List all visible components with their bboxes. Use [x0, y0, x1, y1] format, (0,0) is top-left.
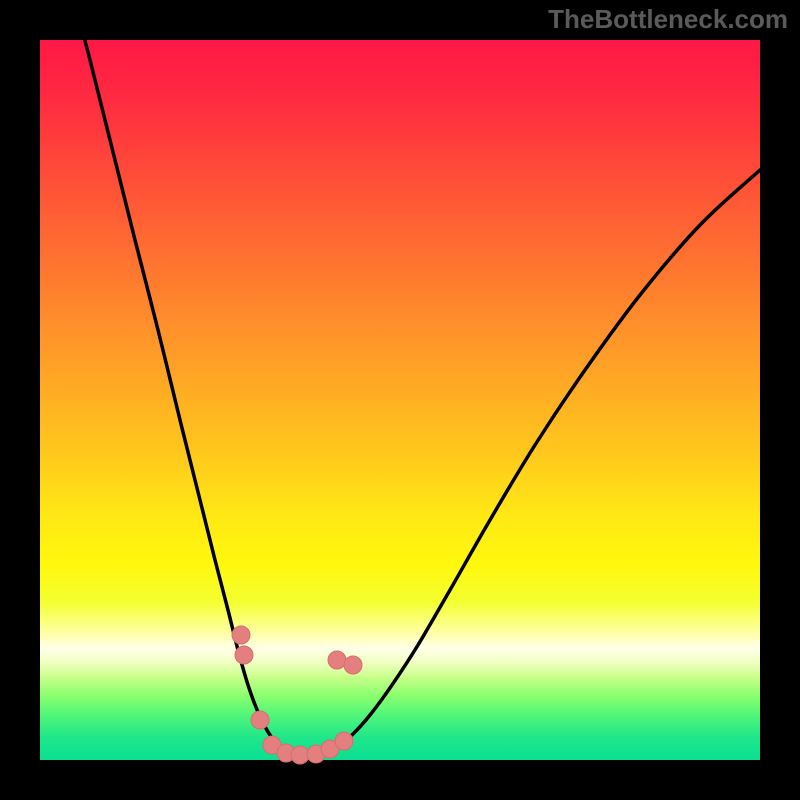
plot-background [40, 40, 760, 760]
marker-dot [335, 732, 353, 750]
bottleneck-chart [0, 0, 800, 800]
marker-dot [344, 656, 362, 674]
chart-frame: { "watermark": { "text": "TheBottleneck.… [0, 0, 800, 800]
marker-dot [328, 651, 346, 669]
marker-dot [251, 711, 269, 729]
marker-dot [235, 646, 253, 664]
watermark-text: TheBottleneck.com [548, 4, 788, 35]
marker-dot [291, 746, 309, 764]
marker-dot [232, 626, 250, 644]
